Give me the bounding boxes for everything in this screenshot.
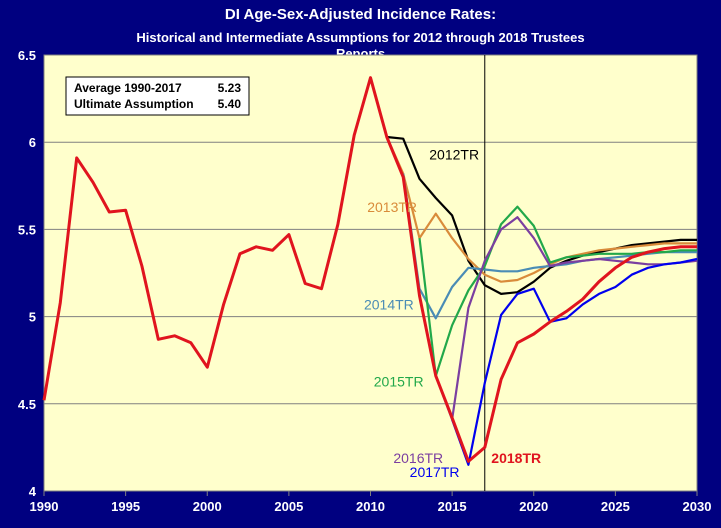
series-label-2016TR: 2016TR: [393, 450, 443, 466]
info-box-label-1: Ultimate Assumption: [74, 97, 194, 111]
y-tick-label: 6.5: [18, 48, 36, 63]
chart-title: DI Age-Sex-Adjusted Incidence Rates:: [224, 6, 497, 23]
x-tick-label: 2005: [274, 499, 303, 514]
series-label-2017TR: 2017TR: [410, 464, 460, 480]
series-line-2018TR: [42, 76, 697, 463]
y-tick-label: 5: [29, 310, 36, 325]
x-tick-label: 2000: [193, 499, 222, 514]
y-tick-label: 4: [29, 484, 37, 499]
y-tick-label: 6: [29, 135, 36, 150]
x-tick-label: 2025: [601, 499, 630, 514]
series-label-2015TR: 2015TR: [374, 373, 424, 389]
y-tick-label: 5.5: [18, 222, 36, 237]
x-tick-label: 2010: [356, 499, 385, 514]
series-line-2017TR: [451, 257, 698, 466]
series-label-2013TR: 2013TR: [367, 199, 417, 215]
info-box-label-0: Average 1990-2017: [74, 81, 182, 95]
info-box-value-1: 5.40: [218, 97, 242, 111]
info-box-value-0: 5.23: [218, 81, 242, 95]
plot-area: [43, 54, 698, 492]
series-line-2016TR: [434, 216, 698, 421]
x-tick-label: 1990: [30, 499, 59, 514]
x-tick-label: 2015: [438, 499, 467, 514]
series-line-2013TR: [385, 136, 697, 283]
x-tick-label: 2020: [519, 499, 548, 514]
series-line-2012TR: [369, 77, 697, 295]
series-label-2014TR: 2014TR: [364, 297, 414, 313]
chart-subtitle-line1: Historical and Intermediate Assumptions …: [136, 30, 585, 45]
series-label-2018TR: 2018TR: [491, 450, 541, 466]
x-tick-label: 1995: [111, 499, 140, 514]
x-tick-label: 2030: [683, 499, 712, 514]
average-info-box: [65, 76, 250, 116]
series-label-2012TR: 2012TR: [429, 147, 479, 163]
y-tick-label: 4.5: [18, 397, 36, 412]
